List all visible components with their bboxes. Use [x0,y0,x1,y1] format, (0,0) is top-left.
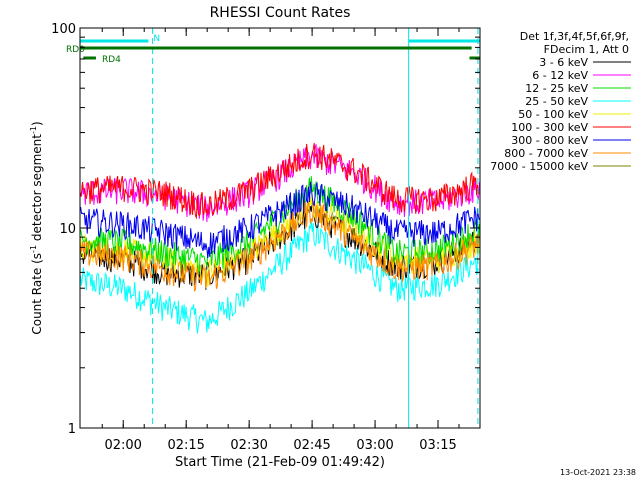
plot-series-group [80,142,480,334]
legend: Det 1f,3f,4f,5f,6f,9f, FDecim 1, Att 0 3… [490,30,631,173]
x-tick-label: 03:00 [356,438,393,453]
x-tick-label: 02:30 [230,438,267,453]
legend-entry-label: 100 - 300 keV [511,121,588,134]
legend-header-line: Det 1f,3f,4f,5f,6f,9f, [520,30,629,43]
legend-entry-label: 50 - 100 keV [518,108,588,121]
footer-timestamp: 13-Oct-2021 23:38 [560,468,636,477]
x-axis-label: Start Time (21-Feb-09 01:49:42) [175,455,385,470]
x-tick-label: 03:15 [419,438,456,453]
y-axis-label-exponent: -1 [29,245,38,253]
legend-entry-label: 6 - 12 keV [532,69,588,82]
flag-bar-label: RD0 [66,45,85,55]
series-line [80,221,480,334]
chart-title: RHESSI Count Rates [210,5,351,21]
legend-entry-label: 800 - 7000 keV [504,147,588,160]
y-axis-label-part: ) [30,121,44,126]
flag-bars-group: N RD0 RD4 [66,34,480,65]
flag-bar-label: N [153,34,160,44]
legend-header-line: FDecim 1, Att 0 [544,43,629,56]
series-line [80,200,480,292]
axis-tick-labels-group: 1 10 100 02:00 02:15 02:30 02:45 03:00 03:15 [51,22,457,453]
flag-bar-label: RD4 [102,55,121,65]
y-axis-label-part: Count Rate (s [30,253,44,335]
x-tick-label: 02:00 [104,438,141,453]
y-tick-label: 1 [68,422,76,437]
axis-ticks-group [80,27,480,429]
y-tick-label: 10 [59,222,76,237]
legend-entry-label: 300 - 800 keV [511,134,588,147]
legend-entry-label: 7000 - 15000 keV [490,160,588,173]
x-tick-label: 02:15 [167,438,204,453]
legend-entry-label: 25 - 50 keV [525,95,588,108]
y-axis-label: Count Rate (s-1 detector segment-1) [29,121,44,334]
series-line [80,196,480,287]
x-tick-label: 02:45 [293,438,330,453]
y-axis-label-exponent: -1 [29,126,38,134]
series-line [80,142,480,220]
legend-entry-label: 12 - 25 keV [525,82,588,95]
legend-entry-label: 3 - 6 keV [539,56,588,69]
series-line [80,181,480,259]
y-tick-label: 100 [51,22,76,37]
y-axis-label-part: detector segment [30,134,44,245]
